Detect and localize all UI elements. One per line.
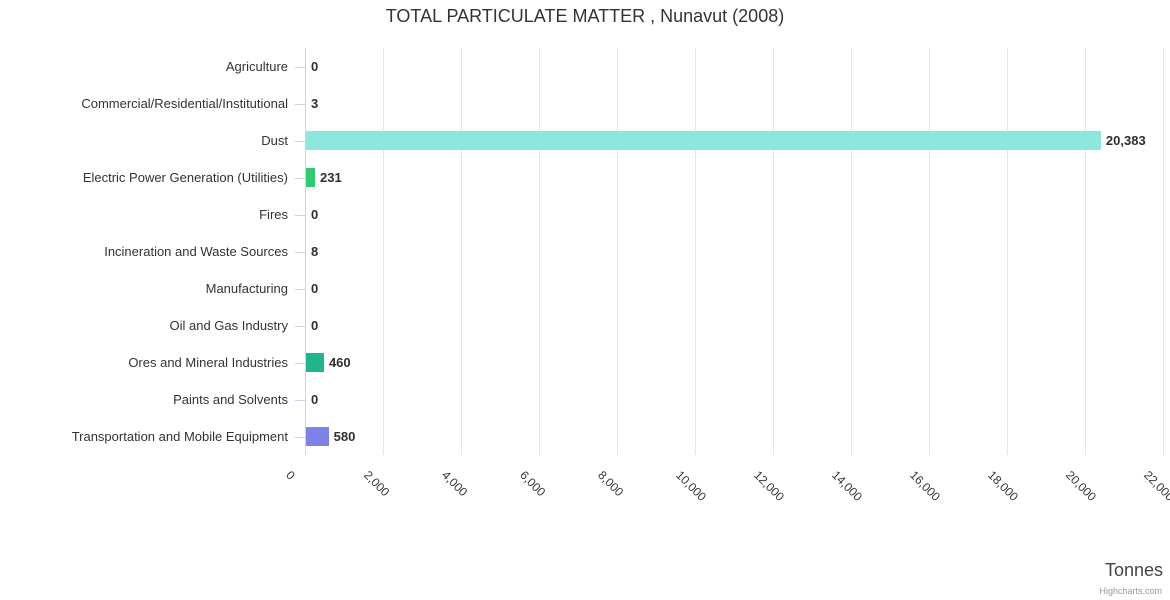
value-label: 8	[311, 243, 319, 259]
x-axis-tick-label: 20,000	[1063, 468, 1099, 504]
bar[interactable]	[306, 353, 324, 372]
value-label: 0	[311, 317, 319, 333]
gridline	[929, 48, 930, 455]
category-label: Manufacturing	[205, 280, 288, 296]
category-label: Ores and Mineral Industries	[128, 354, 288, 370]
y-axis-line	[305, 48, 306, 455]
y-axis-tick	[295, 325, 305, 327]
x-axis-tick-label: 14,000	[829, 468, 865, 504]
bar[interactable]	[306, 168, 315, 187]
x-axis-tick-label: 10,000	[673, 468, 709, 504]
value-label: 580	[333, 428, 356, 444]
y-axis-tick	[295, 436, 305, 438]
chart-title: TOTAL PARTICULATE MATTER , Nunavut (2008…	[385, 6, 785, 26]
value-label: 460	[328, 354, 351, 370]
value-label: 231	[320, 169, 342, 185]
gridline	[383, 48, 384, 455]
x-axis-tick-label: 2,000	[361, 468, 393, 500]
category-label: Transportation and Mobile Equipment	[71, 428, 288, 444]
value-label: 3	[311, 95, 319, 111]
gridline	[695, 48, 696, 455]
gridline	[773, 48, 774, 455]
value-label: 0	[311, 58, 319, 74]
gridline	[851, 48, 852, 455]
category-label: Dust	[261, 132, 288, 148]
gridline	[1163, 48, 1164, 455]
value-label: 0	[311, 206, 319, 222]
gridline	[1007, 48, 1008, 455]
bar[interactable]	[306, 131, 1101, 150]
x-axis-title: Tonnes	[1104, 560, 1163, 580]
gridline	[617, 48, 618, 455]
gridline	[461, 48, 462, 455]
value-label: 20,383	[1105, 132, 1146, 148]
category-label: Incineration and Waste Sources	[104, 243, 288, 259]
value-label: 0	[311, 280, 319, 296]
category-label: Oil and Gas Industry	[169, 317, 289, 333]
x-axis-tick-label: 16,000	[907, 468, 943, 504]
y-axis-tick	[295, 399, 305, 401]
y-axis-tick	[295, 362, 305, 364]
highcharts-credit-link[interactable]: Highcharts.com	[1099, 586, 1162, 596]
category-label: Fires	[259, 206, 288, 222]
value-label: 0	[311, 391, 319, 407]
bar[interactable]	[306, 427, 329, 446]
y-axis-tick	[295, 251, 305, 253]
gridline	[539, 48, 540, 455]
y-axis-tick	[295, 66, 305, 68]
x-axis-tick-label: 0	[283, 468, 298, 483]
x-axis-tick-label: 4,000	[439, 468, 471, 500]
gridline	[1085, 48, 1086, 455]
category-label: Paints and Solvents	[173, 391, 288, 407]
x-axis-tick-label: 8,000	[595, 468, 627, 500]
y-axis-tick	[295, 288, 305, 290]
category-label: Agriculture	[225, 58, 288, 74]
x-axis-tick-label: 18,000	[985, 468, 1021, 504]
y-axis-tick	[295, 103, 305, 105]
x-axis-tick-label: 12,000	[751, 468, 787, 504]
y-axis-tick	[295, 140, 305, 142]
x-axis-tick-label: 22,000	[1141, 468, 1170, 504]
y-axis-tick	[295, 214, 305, 216]
x-axis-tick-label: 6,000	[517, 468, 549, 500]
y-axis-tick	[295, 177, 305, 179]
category-label: Commercial/Residential/Institutional	[81, 95, 288, 111]
category-label: Electric Power Generation (Utilities)	[82, 169, 288, 185]
